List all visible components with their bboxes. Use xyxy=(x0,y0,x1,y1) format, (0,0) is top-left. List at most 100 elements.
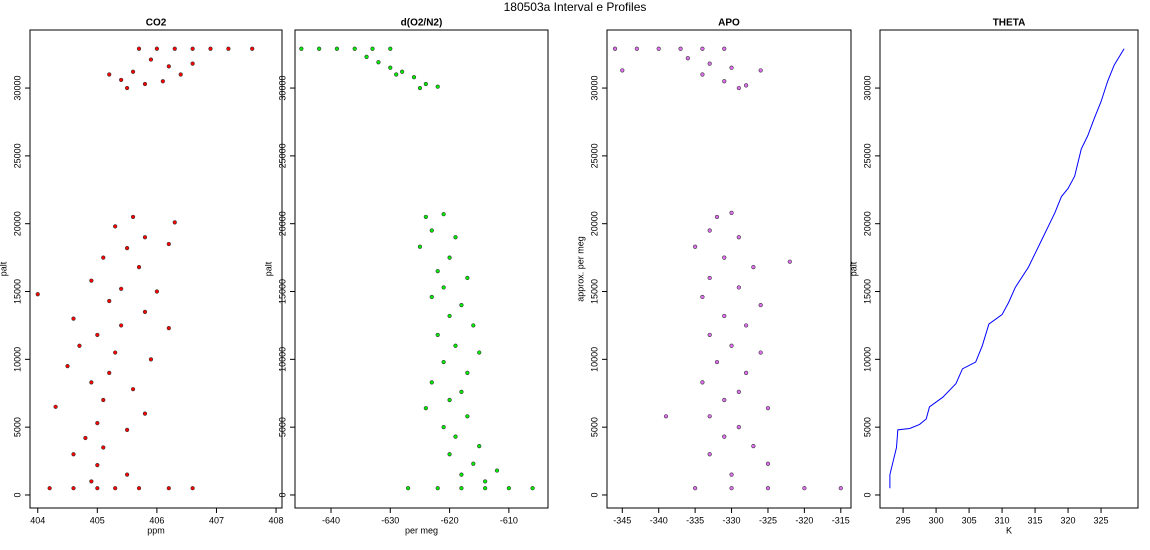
data-point xyxy=(744,323,749,328)
data-point xyxy=(95,420,100,426)
data-point xyxy=(130,387,136,392)
data-point xyxy=(429,294,434,300)
data-point xyxy=(119,323,124,328)
data-point xyxy=(435,332,440,338)
data-point xyxy=(388,65,393,70)
data-point xyxy=(751,444,756,449)
y-tick-label: 15000 xyxy=(589,279,599,304)
data-point xyxy=(423,81,428,87)
data-point xyxy=(483,486,488,491)
panel-title: CO2 xyxy=(146,18,167,29)
data-point xyxy=(700,46,705,51)
data-point xyxy=(35,292,40,297)
x-tick-label: 300 xyxy=(929,515,944,525)
data-point xyxy=(729,343,734,348)
data-point xyxy=(148,357,154,362)
data-point xyxy=(722,434,727,439)
data-point xyxy=(429,228,434,233)
x-tick-label: 310 xyxy=(995,515,1010,525)
data-point xyxy=(714,359,720,365)
y-tick-label: 15000 xyxy=(12,279,22,304)
data-point xyxy=(459,389,464,394)
x-tick-label: -335 xyxy=(686,515,704,525)
data-point xyxy=(736,285,741,290)
data-point xyxy=(136,486,142,491)
data-point xyxy=(459,472,464,477)
data-point xyxy=(751,265,756,270)
y-tick-label: 5000 xyxy=(589,417,599,437)
data-point xyxy=(119,286,124,291)
data-point xyxy=(441,212,446,217)
data-point xyxy=(744,370,749,376)
data-point xyxy=(423,214,428,220)
data-point xyxy=(722,255,727,260)
data-point xyxy=(685,56,690,61)
data-point xyxy=(506,486,511,491)
data-point xyxy=(459,302,464,308)
data-point xyxy=(736,389,741,394)
data-point xyxy=(758,302,763,308)
y-tick-label: 20000 xyxy=(862,211,872,236)
data-point xyxy=(707,452,712,457)
data-point xyxy=(707,228,712,233)
plot-frame xyxy=(606,29,852,509)
data-point xyxy=(700,72,705,77)
y-tick-label: 25000 xyxy=(277,143,287,168)
data-point xyxy=(612,46,618,51)
data-point xyxy=(125,427,130,432)
data-point xyxy=(172,46,177,51)
data-point xyxy=(765,406,771,411)
data-point xyxy=(483,479,488,484)
data-point xyxy=(136,46,142,51)
data-point xyxy=(113,224,118,229)
data-point xyxy=(154,46,159,51)
data-point xyxy=(678,46,683,51)
y-tick-label: 0 xyxy=(589,492,599,497)
x-tick-label: -610 xyxy=(500,515,518,525)
data-point xyxy=(119,77,124,83)
data-point xyxy=(459,486,464,491)
y-tick-label: 15000 xyxy=(277,279,287,304)
y-tick-label: 20000 xyxy=(589,211,599,236)
data-point xyxy=(471,461,476,466)
data-point xyxy=(838,486,843,491)
data-point xyxy=(107,298,112,304)
data-point xyxy=(208,46,213,51)
data-point xyxy=(370,46,375,51)
data-point xyxy=(758,350,763,355)
data-point xyxy=(136,265,142,270)
data-point xyxy=(477,444,482,449)
data-point xyxy=(447,452,452,457)
data-point xyxy=(190,46,195,51)
data-point xyxy=(352,46,357,51)
data-point xyxy=(787,259,792,264)
data-point xyxy=(190,61,195,66)
y-tick-label: 20000 xyxy=(277,211,287,236)
data-point xyxy=(65,364,70,369)
data-point xyxy=(530,486,535,491)
data-point xyxy=(101,255,106,260)
y-axis-label: palt xyxy=(848,261,858,276)
data-point xyxy=(453,343,458,348)
data-point xyxy=(130,214,136,220)
data-point xyxy=(736,85,741,91)
data-point xyxy=(166,486,171,491)
x-tick-label: -620 xyxy=(441,515,459,525)
y-axis-label: palt xyxy=(0,261,8,276)
data-point xyxy=(142,81,148,87)
plot-frame xyxy=(29,29,283,509)
y-tick-label: 30000 xyxy=(862,76,872,101)
y-tick-label: 10000 xyxy=(277,347,287,372)
x-axis-label: per meg xyxy=(405,525,438,535)
x-tick-label: 295 xyxy=(896,515,911,525)
data-point xyxy=(465,414,470,419)
data-point xyxy=(95,332,100,338)
x-tick-label: 406 xyxy=(149,515,164,525)
data-point xyxy=(142,235,148,240)
panel-title: d(O2/N2) xyxy=(401,18,443,29)
data-point xyxy=(441,425,446,430)
data-point xyxy=(729,65,734,70)
data-point xyxy=(417,244,423,249)
data-point xyxy=(89,380,94,385)
figure-title: 180503a Interval e Profiles xyxy=(504,0,647,14)
